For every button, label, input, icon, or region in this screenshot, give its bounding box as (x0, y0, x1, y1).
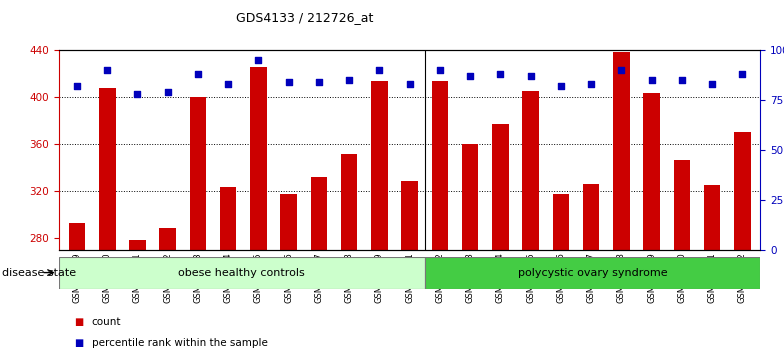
Bar (190, 97, 206, 354)
Text: count: count (92, 317, 122, 327)
Bar (644, 93, 660, 354)
Text: polycystic ovary syndrome: polycystic ovary syndrome (518, 268, 667, 278)
Bar (462, 144, 478, 354)
Bar (492, 124, 509, 354)
Point (434, 67, 446, 73)
Point (464, 73, 477, 78)
Text: obese healthy controls: obese healthy controls (179, 268, 305, 278)
Bar (250, 67, 267, 354)
Bar (69, 223, 85, 354)
Text: percentile rank within the sample: percentile rank within the sample (92, 338, 267, 348)
Point (676, 77, 688, 82)
Bar (522, 91, 539, 354)
Point (71, 83, 83, 88)
Point (645, 77, 658, 82)
Point (343, 77, 355, 82)
Point (282, 79, 295, 84)
Text: disease state: disease state (2, 268, 76, 278)
Text: ■: ■ (74, 317, 84, 327)
Bar (371, 81, 388, 354)
Point (162, 89, 174, 95)
Point (524, 73, 537, 78)
Bar (341, 154, 358, 354)
Bar (431, 81, 448, 354)
Bar (310, 177, 327, 354)
Point (736, 71, 749, 76)
Point (585, 81, 597, 86)
Bar (673, 160, 690, 354)
Bar (734, 132, 750, 354)
Point (373, 67, 386, 73)
Text: ■: ■ (74, 338, 84, 348)
Bar (401, 181, 418, 354)
Point (615, 67, 628, 73)
Point (101, 67, 114, 73)
Point (706, 81, 718, 86)
Point (494, 71, 506, 76)
Text: GDS4133 / 212726_at: GDS4133 / 212726_at (236, 11, 373, 24)
Bar (704, 185, 720, 354)
Point (191, 71, 204, 76)
Bar (59, 257, 425, 289)
Bar (425, 257, 760, 289)
Bar (281, 194, 297, 354)
Bar (220, 187, 237, 354)
Point (131, 91, 143, 96)
Bar (613, 52, 630, 354)
Bar (159, 228, 176, 354)
Bar (129, 240, 146, 354)
Bar (583, 184, 600, 354)
Point (222, 81, 234, 86)
Point (252, 57, 265, 62)
Bar (553, 194, 569, 354)
Point (403, 81, 416, 86)
Point (554, 83, 567, 88)
Point (313, 79, 325, 84)
Bar (99, 88, 115, 354)
